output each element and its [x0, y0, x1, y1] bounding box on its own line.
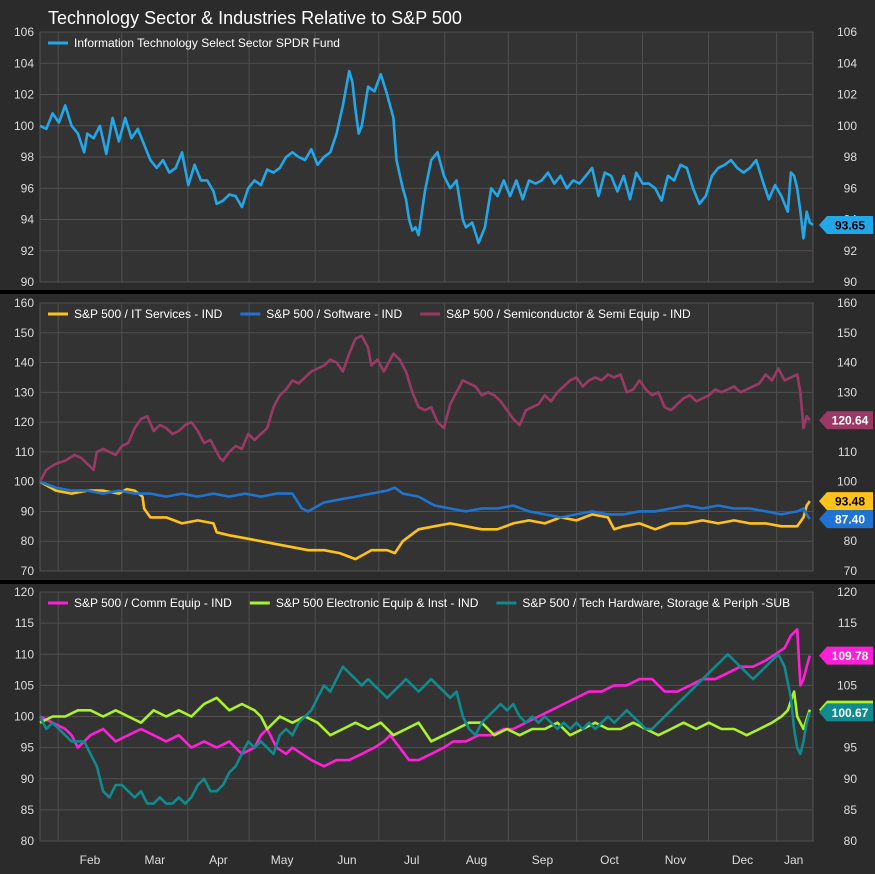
y-tick-label-right: 115: [838, 616, 857, 630]
y-tick-label-left: 100: [14, 475, 34, 489]
y-tick-label-right: 105: [837, 678, 857, 692]
last-value-tag: [819, 646, 873, 665]
y-tick-label-left: 80: [21, 834, 35, 848]
y-tick-label-left: 90: [21, 772, 35, 786]
x-tick-label: Jul: [404, 853, 419, 867]
series-line-2-2: [39, 480, 811, 520]
y-tick-label-left: 90: [21, 504, 35, 518]
x-tick-label: Oct: [600, 853, 619, 867]
y-tick-label-right: 92: [844, 244, 858, 258]
y-tick-label-left: 98: [21, 150, 35, 164]
legend-label: S&P 500 / Tech Hardware, Storage & Perip…: [522, 596, 790, 610]
y-tick-label-right: 95: [844, 741, 858, 755]
y-tick-label-right: 90: [844, 772, 858, 786]
legend-label: S&P 500 / Comm Equip - IND: [74, 596, 232, 610]
y-tick-label-right: 110: [838, 445, 857, 459]
x-tick-label: Sep: [532, 853, 554, 867]
y-tick-label-right: 100: [837, 119, 857, 133]
y-tick-label-right: 90: [844, 275, 858, 289]
legend-label: S&P 500 / Semiconductor & Semi Equip - I…: [446, 307, 691, 321]
y-tick-label-left: 100: [14, 119, 34, 133]
series-line-3-2: [39, 690, 812, 743]
y-tick-label-right: 150: [837, 326, 857, 340]
y-tick-label-right: 160: [837, 296, 857, 310]
y-tick-label-right: 80: [844, 834, 858, 848]
y-tick-label-right: 104: [837, 56, 857, 70]
legend-label: S&P 500 / IT Services - IND: [74, 307, 223, 321]
y-tick-label-left: 90: [21, 275, 35, 289]
y-tick-label-left: 95: [21, 741, 35, 755]
y-tick-label-right: 102: [837, 88, 857, 102]
last-value-tag: [819, 703, 873, 722]
y-tick-label-right: 100: [837, 475, 857, 489]
last-value-label: 120.64: [832, 414, 869, 428]
y-tick-label-right: 85: [844, 803, 858, 817]
last-value-tag: [819, 411, 873, 430]
x-tick-label: Nov: [665, 853, 686, 867]
y-tick-label-left: 150: [14, 326, 34, 340]
last-value-tag: [819, 510, 873, 529]
y-tick-label-left: 110: [15, 445, 34, 459]
y-tick-label-left: 96: [21, 181, 35, 195]
y-tick-label-left: 140: [14, 356, 34, 370]
y-tick-label-left: 85: [21, 803, 35, 817]
x-tick-label: Dec: [732, 853, 753, 867]
y-tick-label-left: 160: [14, 296, 34, 310]
y-tick-label-right: 130: [837, 385, 857, 399]
legend-label: S&P 500 / Software - IND: [266, 307, 402, 321]
chart-title: Technology Sector & Industries Relative …: [48, 8, 462, 28]
last-value-label: 109.78: [832, 649, 869, 663]
legend-label: S&P 500 Electronic Equip & Inst - IND: [276, 596, 479, 610]
x-tick-label: May: [271, 853, 294, 867]
last-value-label: 93.65: [835, 218, 865, 232]
y-tick-label-left: 102: [14, 88, 34, 102]
x-tick-label: Feb: [80, 853, 101, 867]
series-line-3-3: [38, 653, 812, 805]
y-tick-label-left: 94: [21, 213, 35, 227]
y-tick-label-left: 80: [21, 534, 35, 548]
y-tick-label-left: 110: [15, 647, 34, 661]
last-value-label: 100.67: [832, 706, 869, 720]
y-tick-label-right: 98: [844, 150, 858, 164]
y-tick-label-left: 120: [14, 415, 34, 429]
y-tick-label-right: 106: [837, 25, 857, 39]
y-tick-label-left: 100: [14, 710, 34, 724]
plot-area-2: [39, 302, 814, 572]
y-tick-label-left: 120: [14, 585, 34, 599]
x-tick-label: Mar: [144, 853, 165, 867]
series-line-2-1: [39, 480, 811, 561]
y-tick-label-left: 105: [14, 678, 34, 692]
x-tick-label: Jun: [337, 853, 356, 867]
x-tick-label: Jan: [784, 853, 803, 867]
y-tick-label-left: 130: [14, 385, 34, 399]
last-value-label: 93.48: [835, 495, 865, 509]
y-tick-label-left: 106: [14, 25, 34, 39]
y-tick-label-right: 96: [844, 181, 858, 195]
y-tick-label-left: 115: [15, 616, 34, 630]
y-tick-label-right: 80: [844, 534, 858, 548]
y-tick-label-left: 70: [21, 564, 35, 578]
last-value-tag: [819, 492, 873, 511]
y-tick-label-left: 104: [14, 56, 34, 70]
y-tick-label-right: 70: [844, 564, 858, 578]
series-line-1-1: [39, 69, 814, 245]
x-tick-label: Apr: [209, 853, 228, 867]
x-tick-label: Aug: [466, 853, 487, 867]
legend-label: Information Technology Select Sector SPD…: [74, 36, 340, 50]
y-tick-label-right: 140: [837, 356, 857, 370]
y-tick-label-left: 92: [21, 244, 35, 258]
y-tick-label-right: 120: [837, 585, 857, 599]
series-line-2-3: [38, 334, 811, 483]
series-line-3-1: [39, 628, 812, 768]
last-value-label: 87.40: [835, 513, 865, 527]
last-value-tag: [819, 215, 873, 234]
